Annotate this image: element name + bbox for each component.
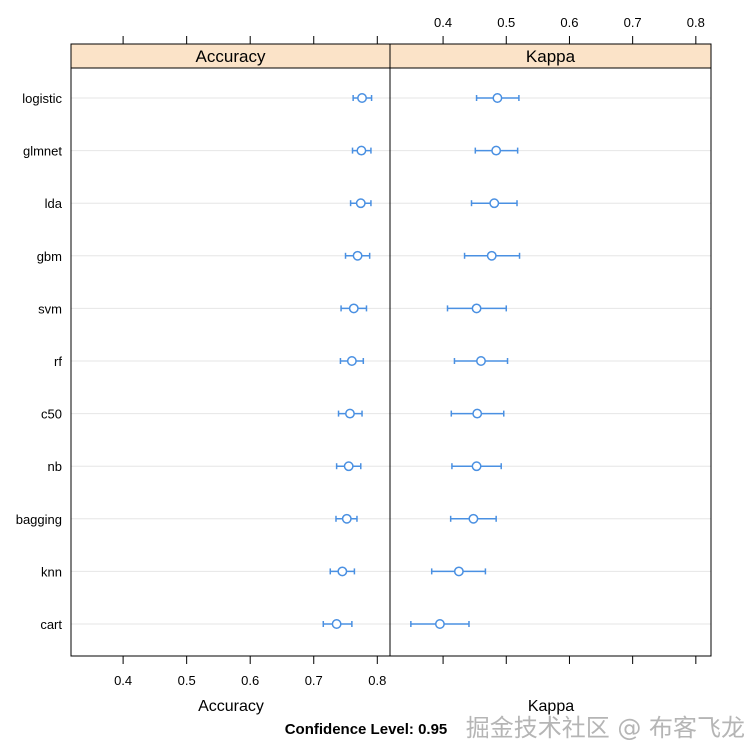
point-nb-kappa xyxy=(471,461,482,472)
ylabel-glmnet: glmnet xyxy=(23,144,62,159)
watermark: 掘金技术社区 @ 布客飞龙 xyxy=(465,714,745,742)
tick-label-kappa: 0.6 xyxy=(560,15,578,30)
panel-frame-kappa xyxy=(389,67,712,657)
ylabel-lda: lda xyxy=(45,196,63,211)
strip-label-accuracy: Accuracy xyxy=(196,47,266,66)
point-svm-kappa xyxy=(471,303,482,314)
point-rf-kappa xyxy=(476,356,486,366)
point-rf-accuracy xyxy=(346,356,357,366)
ylabel-rf: rf xyxy=(54,354,62,369)
panel-kappa: Kappa xyxy=(389,43,712,657)
point-bagging-kappa xyxy=(468,513,479,524)
ylabel-knn: knn xyxy=(41,564,62,579)
point-glmnet-kappa xyxy=(491,145,502,156)
strip-kappa xyxy=(389,43,712,69)
point-lda-kappa xyxy=(489,198,500,209)
ylabel-gbm: gbm xyxy=(37,249,62,264)
point-svm-accuracy xyxy=(348,303,359,314)
tick-label-kappa: 0.4 xyxy=(434,15,452,30)
ylabel-svm: svm xyxy=(38,301,62,316)
panels: Accuracy Kappa xyxy=(70,43,712,657)
xlabel-kappa: Kappa xyxy=(528,698,574,715)
point-c50-accuracy xyxy=(345,408,355,419)
point-gbm-accuracy xyxy=(352,250,363,261)
point-cart-accuracy xyxy=(331,619,342,629)
ylabel-bagging: bagging xyxy=(16,512,62,527)
point-knn-accuracy xyxy=(337,566,348,577)
confidence-caption: Confidence Level: 0.95 xyxy=(285,721,448,738)
tick-label-accuracy: 0.5 xyxy=(178,673,196,688)
tick-label-kappa: 0.7 xyxy=(624,15,642,30)
tick-label-accuracy: 0.4 xyxy=(114,673,132,688)
point-knn-kappa xyxy=(453,566,464,577)
point-bagging-accuracy xyxy=(341,513,352,524)
point-logistic-kappa xyxy=(492,93,503,103)
point-logistic-accuracy xyxy=(357,93,367,103)
panel-accuracy: Accuracy xyxy=(70,43,391,657)
grid-lines xyxy=(71,97,711,625)
strip-label-kappa: Kappa xyxy=(526,47,576,66)
point-lda-accuracy xyxy=(355,198,366,209)
point-glmnet-accuracy xyxy=(356,145,367,156)
data-marks xyxy=(322,93,521,629)
tick-label-kappa: 0.5 xyxy=(497,15,515,30)
point-c50-kappa xyxy=(472,408,483,419)
ylabel-nb: nb xyxy=(48,459,62,474)
ylabel-cart: cart xyxy=(40,617,62,632)
axes: logistic glmnet lda gbm svm rf c50 nb bagging knn… xyxy=(16,15,705,688)
point-cart-kappa xyxy=(434,619,445,629)
tick-label-kappa: 0.8 xyxy=(687,15,705,30)
ylabel-logistic: logistic xyxy=(22,91,62,106)
point-nb-accuracy xyxy=(343,461,354,472)
tick-label-accuracy: 0.7 xyxy=(305,673,323,688)
point-gbm-kappa xyxy=(486,250,497,261)
ylabel-c50: c50 xyxy=(41,407,62,422)
tick-label-accuracy: 0.6 xyxy=(241,673,259,688)
tick-label-accuracy: 0.8 xyxy=(368,673,386,688)
xlabel-accuracy: Accuracy xyxy=(198,698,264,715)
